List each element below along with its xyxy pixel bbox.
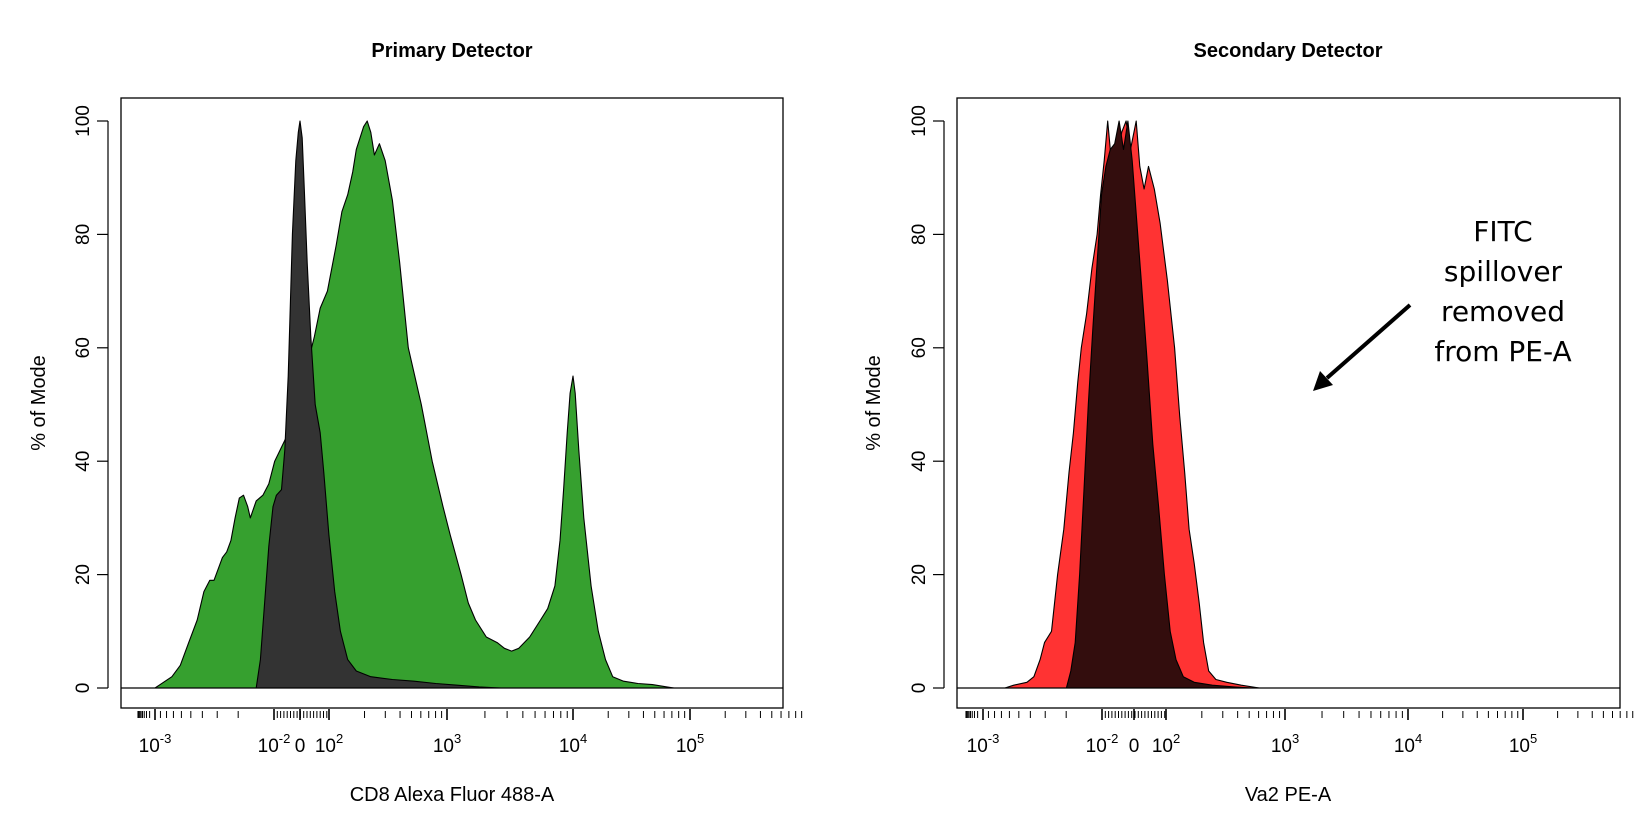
x-tick-label: 104	[559, 731, 587, 757]
annotation-line: removed	[1441, 295, 1565, 328]
x-tick-label: 10-3	[967, 731, 1000, 757]
y-tick-label: 60	[909, 337, 930, 358]
x-tick-label: 10-2	[258, 731, 291, 757]
y-tick-label: 0	[909, 683, 930, 694]
y-axis: 0 20 40 60 80 100	[73, 105, 109, 694]
x-tick-label: 103	[1271, 731, 1299, 757]
x-tick-label: 103	[433, 731, 461, 757]
histogram-series-1	[255, 120, 502, 689]
y-tick-label: 40	[909, 451, 930, 472]
chart-title: Secondary Detector	[1194, 40, 1383, 62]
y-tick-label: 100	[73, 105, 94, 137]
annotation-line: spillover	[1444, 255, 1563, 288]
x-tick-label: 105	[676, 731, 704, 757]
x-tick-label: 10-2	[1086, 731, 1119, 757]
x-axis-label: CD8 Alexa Fluor 488-A	[350, 784, 555, 806]
series-layer	[1004, 120, 1260, 689]
plot-area-frame	[120, 97, 784, 709]
x-tick-label: 102	[1152, 731, 1180, 757]
x-axis-label: Va2 PE-A	[1245, 784, 1332, 806]
spillover-annotation: FITC spillover removed from PE-A	[1313, 215, 1572, 391]
y-axis: 0 20 40 60 80 100	[909, 105, 945, 694]
plot-area-frame	[956, 97, 1621, 709]
x-axis: 10-3 10-2 0 102 103 104 105	[965, 709, 1634, 757]
y-axis-label: % of Mode	[863, 355, 885, 451]
y-tick-label: 40	[73, 451, 94, 472]
x-tick-label: 105	[1509, 731, 1537, 757]
secondary-detector-panel: Secondary Detector 0 20 40 60 80 100 10-3 10-2…	[863, 40, 1634, 806]
y-tick-label: 20	[909, 564, 930, 585]
y-axis-label: % of Mode	[28, 355, 50, 451]
x-tick-label: 0	[1129, 736, 1140, 757]
series-layer	[154, 120, 675, 689]
annotation-arrow-head	[1313, 371, 1333, 391]
annotation-line: from PE-A	[1434, 335, 1571, 368]
histogram-series-0	[154, 120, 675, 689]
annotation-line: FITC	[1473, 215, 1532, 248]
histogram-series-1	[1065, 120, 1253, 689]
x-tick-label: 102	[315, 731, 343, 757]
x-tick-label: 104	[1394, 731, 1422, 757]
x-tick-label: 10-3	[139, 731, 172, 757]
y-tick-label: 60	[73, 337, 94, 358]
x-axis: 10-3 10-2 0 102 103 104 105	[137, 709, 803, 757]
chart-title: Primary Detector	[371, 40, 532, 62]
y-tick-label: 80	[909, 224, 930, 245]
y-tick-label: 80	[73, 224, 94, 245]
y-tick-label: 0	[73, 683, 94, 694]
y-tick-label: 100	[909, 105, 930, 137]
annotation-arrow-shaft	[1325, 303, 1412, 380]
x-tick-label: 0	[295, 736, 306, 757]
y-tick-label: 20	[73, 564, 94, 585]
